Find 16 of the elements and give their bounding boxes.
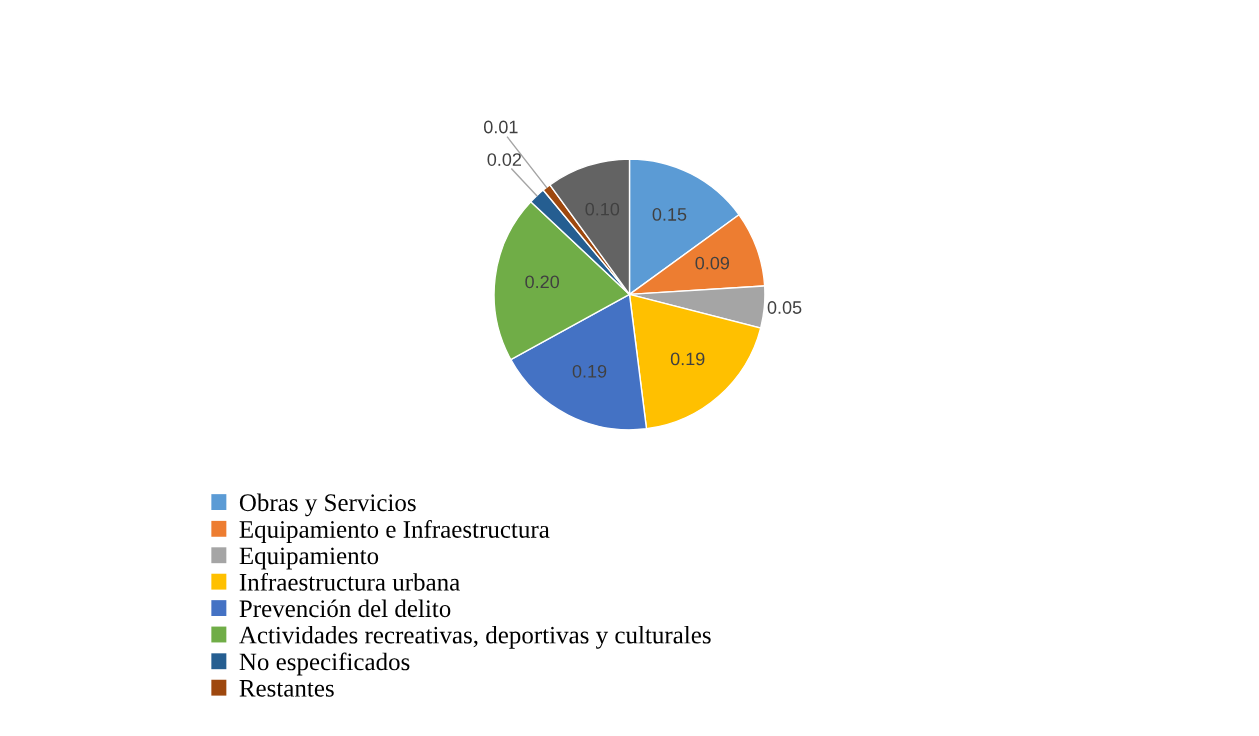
data-label: 0.01 [483,120,518,134]
data-label: 0.20 [525,275,560,289]
legend-label: No especificados [239,652,410,676]
data-label: 0.19 [670,352,705,366]
data-label: 0.05 [767,301,802,314]
data-label: 0.02 [487,153,522,166]
legend-label: Infraestructura urbana [239,572,460,591]
legend-label: Equipamiento [239,547,379,570]
legend-label: Actividades recreativas, deportivas y culturales [239,625,711,649]
data-label: 0.19 [572,364,607,378]
legend-label: Equipamiento e Infraestructura [239,520,550,543]
legend-label: Restantes [239,680,334,697]
legend-label: Obras y Servicios [239,493,416,517]
data-label: 0.09 [695,256,730,270]
legend-label: Prevención del delito [239,599,451,618]
data-label: 0.15 [652,208,687,221]
